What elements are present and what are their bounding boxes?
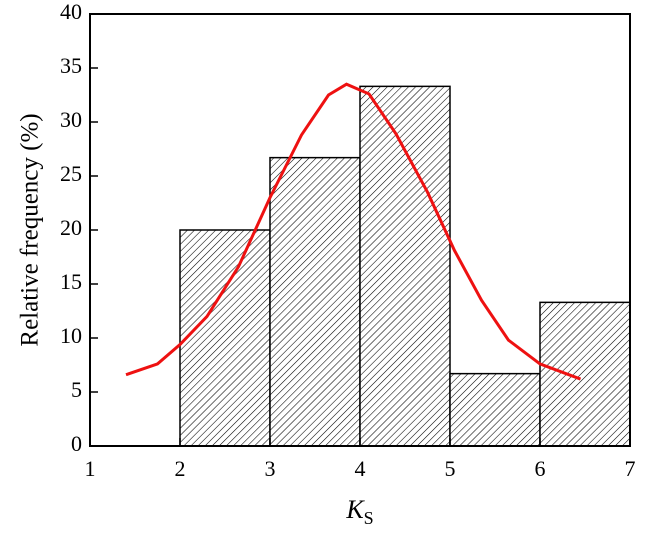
bar — [359, 85, 451, 447]
x-axis-title-main: K — [345, 495, 365, 524]
y-tick-label: 25 — [60, 161, 82, 186]
bar — [179, 229, 271, 447]
x-tick-label: 1 — [85, 456, 96, 481]
plot-area: 0 5 10 15 20 25 30 35 40 1 2 3 4 5 6 7 — [60, 0, 636, 481]
x-axis-title-subscript: S — [364, 508, 374, 528]
y-tick-label: 15 — [60, 269, 82, 294]
y-tick-label: 0 — [71, 431, 82, 456]
y-tick-label: 30 — [60, 107, 82, 132]
fit-curve — [125, 82, 582, 381]
x-tick-label: 3 — [265, 456, 276, 481]
x-axis-title: KS — [345, 495, 373, 528]
x-tick-label: 6 — [535, 456, 546, 481]
y-tick-label: 20 — [60, 215, 82, 240]
x-tick-label: 7 — [625, 456, 636, 481]
y-tick-label: 10 — [60, 323, 82, 348]
y-axis-title: Relative frequency (%) — [17, 113, 44, 346]
x-tick-label: 2 — [175, 456, 186, 481]
bar — [269, 156, 361, 447]
bar — [449, 372, 541, 447]
y-tick-label: 35 — [60, 53, 82, 78]
x-tick-label: 4 — [355, 456, 366, 481]
y-tick-label: 40 — [60, 0, 82, 24]
y-tick-label: 5 — [71, 377, 82, 402]
x-tick-label: 5 — [445, 456, 456, 481]
bar — [539, 301, 631, 447]
